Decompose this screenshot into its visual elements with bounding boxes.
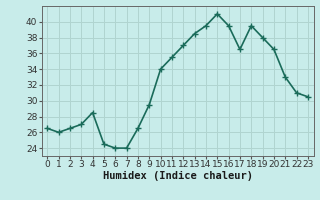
X-axis label: Humidex (Indice chaleur): Humidex (Indice chaleur) bbox=[103, 171, 252, 181]
